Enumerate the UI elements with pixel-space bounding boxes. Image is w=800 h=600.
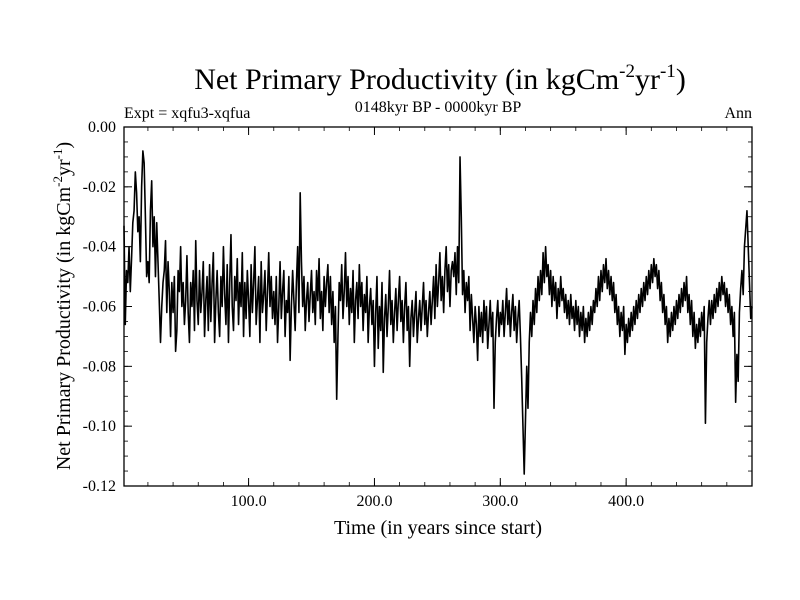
ylabel-main: Net Primary Productivity (in kgCm xyxy=(53,186,75,470)
y-tick-label: -0.10 xyxy=(83,418,116,435)
y-axis: 0.00 -0.02 -0.04 -0.06 -0.08 -0.10 -0.12 xyxy=(83,119,752,495)
x-axis: 100.0 200.0 300.0 400.0 xyxy=(147,127,728,510)
ylabel-sup2: -1 xyxy=(50,149,65,160)
y-tick-label: 0.00 xyxy=(88,119,116,136)
y-tick-label: -0.02 xyxy=(83,179,116,196)
ylabel-end: ) xyxy=(53,142,75,149)
title-main: Net Primary Productivity (in kgCm xyxy=(194,63,619,96)
x-tick-label: 100.0 xyxy=(231,493,267,510)
x-tick-label: 400.0 xyxy=(608,493,644,510)
title-sup1: -2 xyxy=(619,61,635,82)
series-line xyxy=(123,150,753,475)
title-mid: yr xyxy=(635,63,660,96)
title-end: ) xyxy=(676,63,686,96)
x-axis-label: Time (in years since start) xyxy=(334,517,542,539)
title-sup2: -1 xyxy=(660,61,676,82)
chart-title: Net Primary Productivity (in kgCm-2yr-1) xyxy=(194,61,686,96)
y-tick-label: -0.12 xyxy=(83,478,116,495)
y-tick-label: -0.06 xyxy=(83,299,116,316)
y-axis-label: Net Primary Productivity (in kgCm-2yr-1) xyxy=(50,142,75,470)
ylabel-sup1: -2 xyxy=(50,176,65,187)
y-tick-label: -0.08 xyxy=(83,358,116,375)
left-annotation: Expt = xqfu3-xqfua xyxy=(124,105,250,122)
x-tick-label: 200.0 xyxy=(356,493,392,510)
y-tick-label: -0.04 xyxy=(83,239,116,256)
subtitle: 0148kyr BP - 0000kyr BP xyxy=(355,99,522,116)
right-annotation: Ann xyxy=(724,105,752,122)
series-layer xyxy=(123,150,753,475)
x-tick-label: 300.0 xyxy=(482,493,518,510)
ylabel-mid: yr xyxy=(53,159,75,176)
